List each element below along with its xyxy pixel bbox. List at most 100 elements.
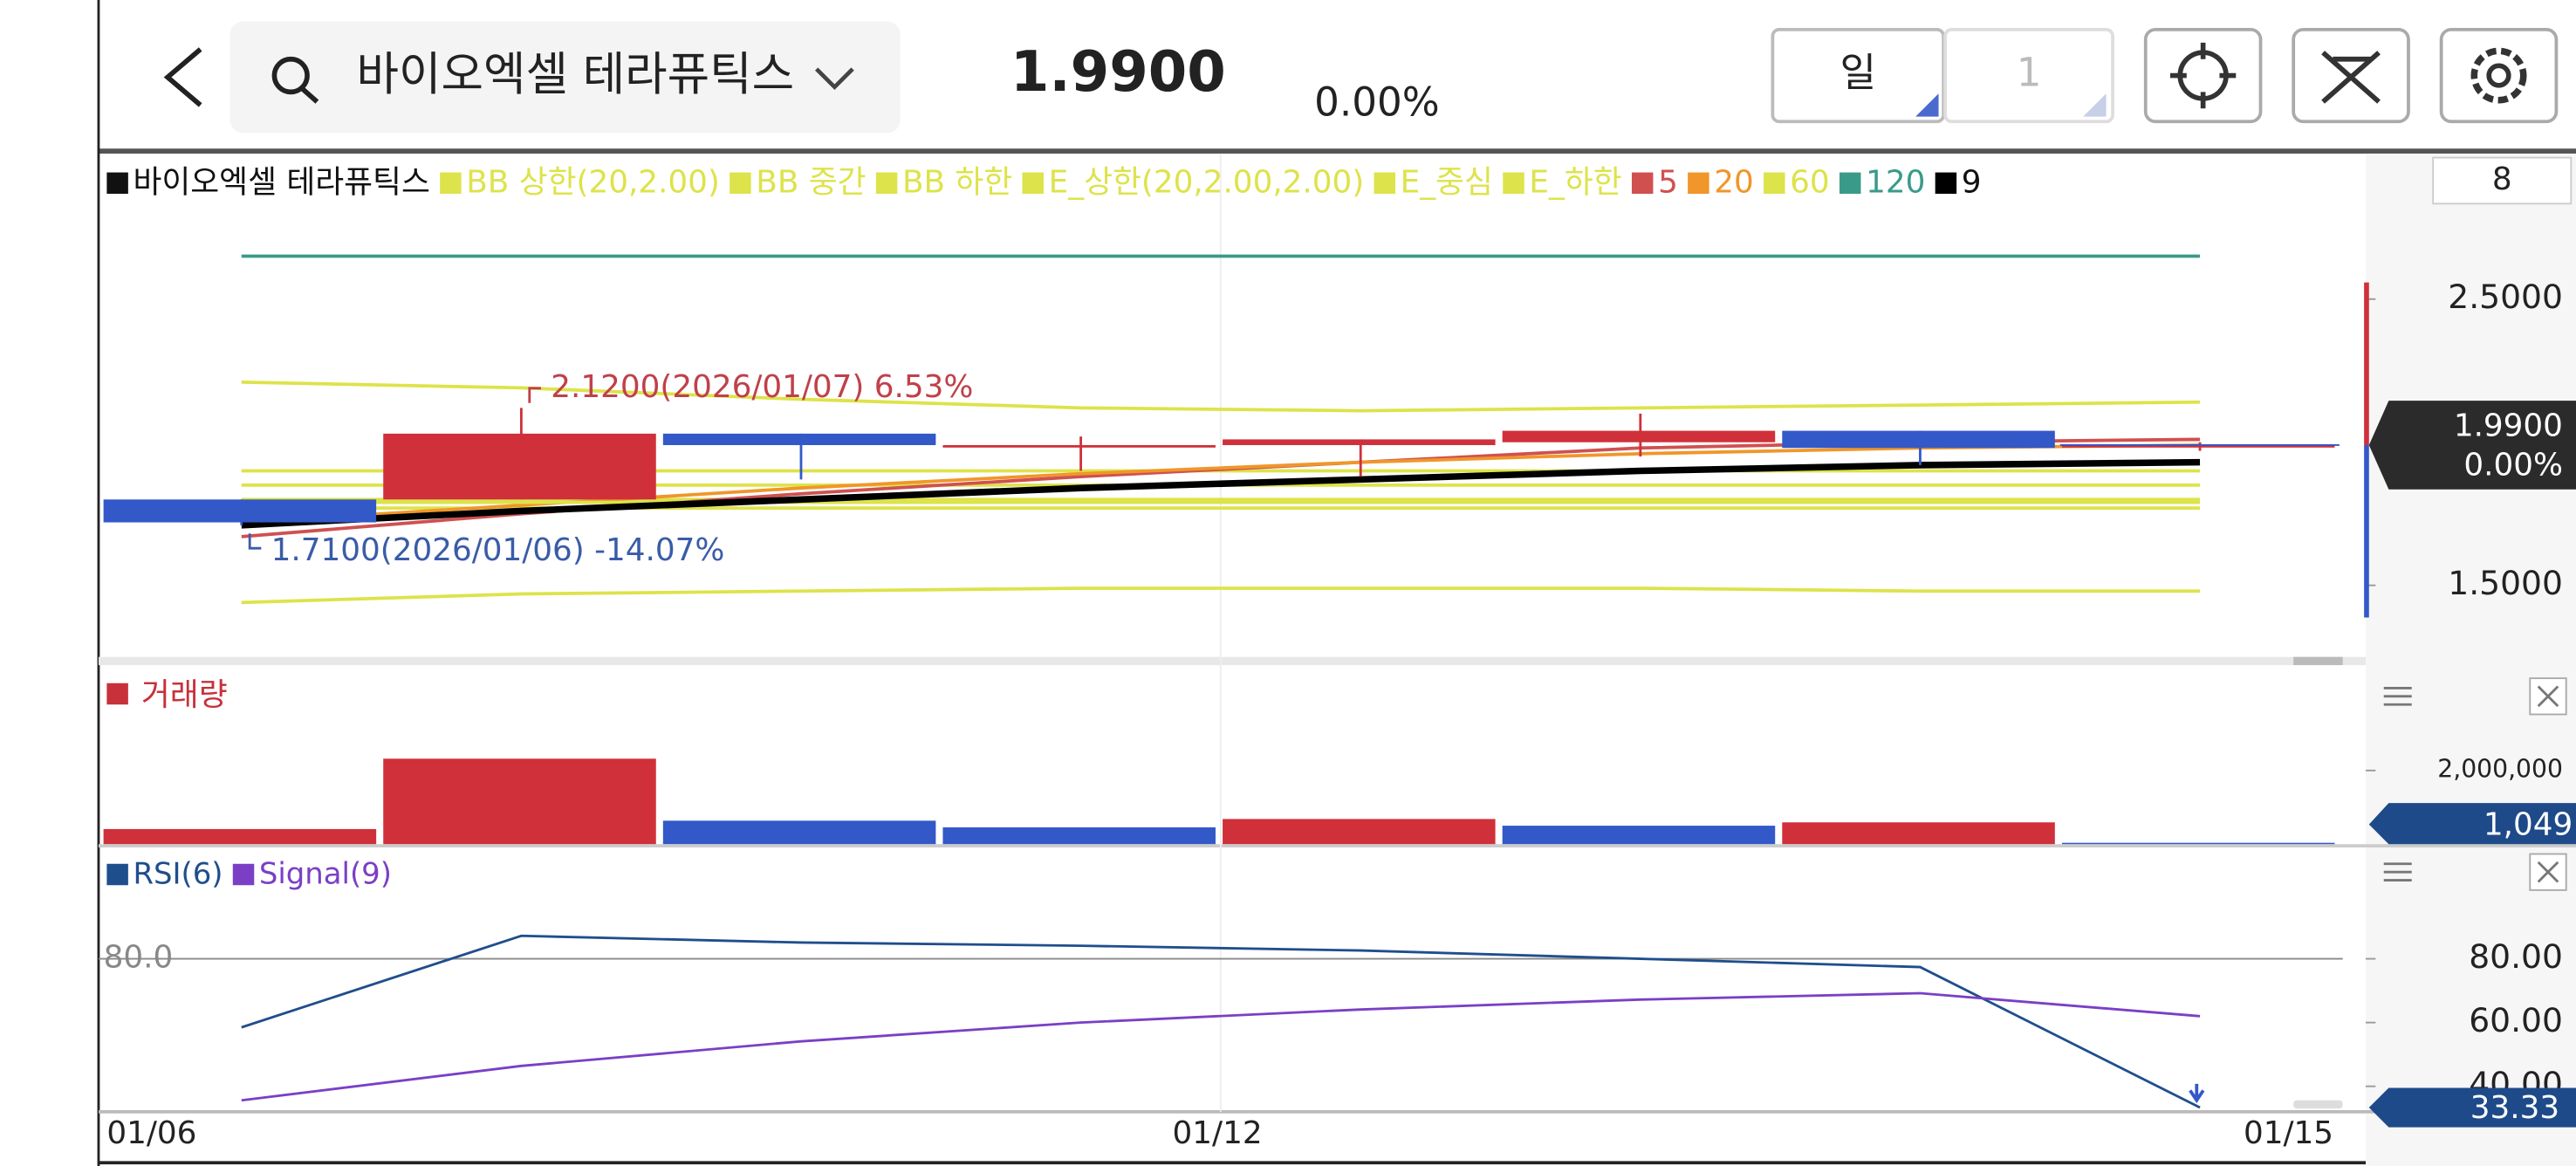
period-label: 일: [1840, 50, 1877, 96]
x-tick-label: 01/15: [2244, 1115, 2333, 1151]
legend-label: 120: [1866, 165, 1925, 201]
legend-label: 9: [1962, 165, 1982, 201]
settings-icon: [2486, 63, 2511, 88]
candle-body: [1782, 430, 2055, 449]
candle-body: [662, 433, 936, 445]
crosshair-icon: [2169, 42, 2237, 109]
y-tick-label: 60.00: [2469, 1001, 2563, 1039]
range-bar: [2364, 282, 2369, 445]
settings-button[interactable]: [2439, 27, 2559, 124]
legend-swatch: [875, 172, 898, 195]
legend-swatch: [1503, 172, 1524, 195]
search-box[interactable]: [230, 21, 901, 134]
legend-swatch: [1839, 172, 1861, 195]
annotation: 2.1200(2026/01/07) 6.53%: [551, 369, 973, 405]
close-icon: [2537, 685, 2559, 708]
stock-name: 바이오엑셀 테라퓨틱스: [357, 48, 795, 101]
candle-body: [1502, 430, 1776, 442]
volume-bar: [662, 820, 936, 845]
legend-label: RSI(6): [133, 856, 223, 890]
legend-label: E_상한(20,2.00,2.00): [1049, 165, 1365, 201]
legend-swatch: [106, 863, 128, 886]
current-label: 33.33: [2470, 1090, 2559, 1126]
range-bar: [2364, 444, 2369, 618]
current-badge: [2368, 401, 2576, 490]
panel-title: 거래량: [141, 677, 228, 713]
legend-label: Signal(9): [259, 856, 392, 890]
current-change: 0.00%: [2463, 447, 2563, 483]
annotation-arrow: [528, 387, 541, 403]
legend-label: 5: [1658, 165, 1678, 201]
y-tick-label: 2.5000: [2448, 278, 2563, 316]
legend-swatch: [106, 172, 128, 195]
legend-label: BB 상한(20,2.00): [466, 165, 720, 201]
legend-swatch: [730, 172, 751, 195]
back-button[interactable]: [163, 47, 202, 107]
candle-body: [1223, 439, 1496, 445]
corner: [2083, 93, 2107, 117]
current-badge: [2368, 1087, 2576, 1128]
legend-swatch: [440, 172, 462, 195]
scale-box-label: 8: [2492, 161, 2512, 197]
candle-body: [942, 444, 1216, 448]
overlay-line: [241, 380, 2201, 413]
volume-bar: [103, 828, 377, 845]
y-tick-label: 2,000,000: [2437, 755, 2563, 784]
y-tick-label: 80.00: [2469, 937, 2563, 976]
legend-swatch: [1764, 172, 1785, 195]
legend-label: 20: [1714, 165, 1754, 201]
scale-box[interactable]: [2432, 156, 2573, 205]
legend-swatch: [1688, 172, 1709, 195]
overlay-line: [241, 458, 2201, 529]
current-label: 1,049: [2484, 806, 2573, 842]
legend-swatch: [232, 863, 255, 886]
legend-label: E_중심: [1401, 165, 1493, 201]
current-label: 1.9900: [2454, 408, 2563, 443]
x-tick-label: 01/06: [106, 1115, 196, 1151]
price-change: 0.00%: [1314, 79, 1439, 125]
crosshair-button[interactable]: [2143, 27, 2263, 124]
indicator-line: [241, 934, 2201, 1109]
volume-bar: [383, 758, 656, 845]
corner: [1915, 93, 1939, 117]
close-icon: [2537, 861, 2559, 883]
legend-label: BB 중간: [756, 165, 866, 201]
candle-body: [383, 433, 656, 500]
reference-label: 80.0: [104, 940, 174, 976]
volume-bar: [2061, 842, 2335, 845]
count-button[interactable]: [1943, 27, 2114, 124]
candle-body: [2061, 444, 2335, 448]
annotation-arrow: [248, 533, 262, 550]
candle-body: [103, 499, 377, 523]
legend-swatch: [1631, 172, 1654, 195]
x-tick-label: 01/12: [1173, 1115, 1263, 1151]
overlay-line: [241, 586, 2201, 605]
count-label: 1: [2017, 50, 2042, 96]
volume-bar: [1782, 822, 2055, 845]
legend-swatch: [106, 682, 128, 705]
dropdown-chevron: [815, 67, 854, 91]
volume-bar: [1223, 819, 1496, 845]
legend-swatch: [1374, 172, 1396, 195]
legend-swatch: [1935, 172, 1957, 195]
legend-label: 바이오엑셀 테라퓨틱스: [133, 165, 429, 201]
volume-bar: [1502, 826, 1776, 845]
scroll-handle: [2293, 656, 2343, 666]
search-icon: [271, 56, 310, 95]
panel-menu[interactable]: [2383, 687, 2412, 706]
y-tick-label: 1.5000: [2448, 564, 2563, 602]
panel-menu[interactable]: [2383, 862, 2412, 881]
scroll-handle: [2293, 1100, 2343, 1109]
panel-divider: [98, 656, 2367, 666]
legend-label: BB 하한: [902, 165, 1012, 201]
current-price: 1.9900: [1011, 40, 1226, 105]
legend-label: 60: [1790, 165, 1830, 201]
draw-icon: [2321, 51, 2381, 104]
indicator-line: [241, 991, 2201, 1102]
annotation: 1.7100(2026/01/06) -14.07%: [271, 532, 725, 568]
legend-swatch: [1022, 172, 1044, 195]
volume-bar: [942, 826, 1216, 845]
settings-icon: [2470, 47, 2527, 104]
